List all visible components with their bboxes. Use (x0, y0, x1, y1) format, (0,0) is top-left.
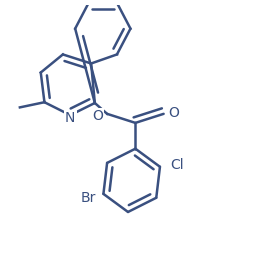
Text: Cl: Cl (170, 158, 184, 172)
Text: N: N (65, 111, 76, 125)
Text: O: O (168, 105, 179, 119)
Text: O: O (92, 109, 103, 123)
Text: Br: Br (81, 191, 96, 205)
